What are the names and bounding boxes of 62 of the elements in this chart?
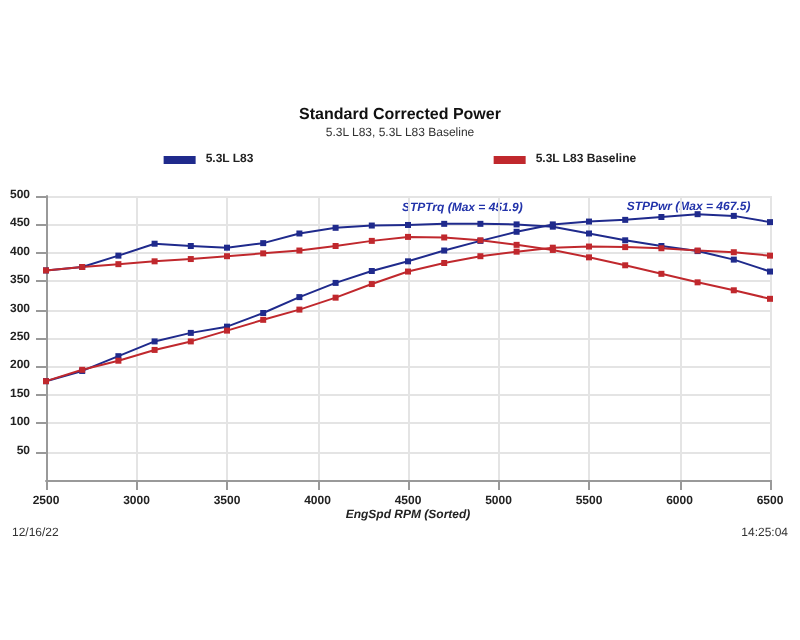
point [224,244,230,251]
point [730,256,737,263]
point [151,258,158,265]
point [658,214,665,221]
point [767,295,773,302]
point [151,338,158,345]
point [115,261,122,268]
point [694,279,701,286]
point [405,233,411,240]
point [441,247,448,254]
point [187,338,194,345]
point [658,270,665,277]
point [296,230,303,237]
point [730,287,737,294]
point [332,242,339,249]
point [332,279,339,286]
point [296,247,303,254]
point [586,254,592,261]
point [622,262,629,269]
point [368,222,375,229]
point [622,244,629,251]
point [767,252,773,259]
point [368,281,375,288]
point [151,346,158,353]
point [586,230,592,237]
point [513,228,520,235]
point [332,294,339,301]
point [187,329,194,336]
point [115,252,122,259]
line-series [43,243,773,385]
point [368,237,375,244]
point [441,220,448,227]
point [260,240,267,247]
point [477,220,484,227]
point [405,268,411,275]
point [586,218,592,225]
chart-title: Standard Corrected Power [299,105,501,123]
point [622,237,629,244]
point [586,243,592,250]
point [368,267,375,274]
point [622,216,629,223]
point [405,258,411,265]
point [260,310,267,317]
point [260,250,267,257]
point [151,240,158,247]
point [441,234,448,241]
point [187,256,194,263]
point [477,253,484,260]
point [224,253,230,260]
point [513,248,520,255]
point [513,241,520,248]
point [405,221,411,228]
point [513,221,520,228]
point [260,316,267,323]
point [441,260,448,267]
point [730,249,737,256]
point [767,219,773,226]
point [296,306,303,313]
point [187,242,194,249]
point [332,224,339,231]
point [296,294,303,301]
point [767,268,773,275]
